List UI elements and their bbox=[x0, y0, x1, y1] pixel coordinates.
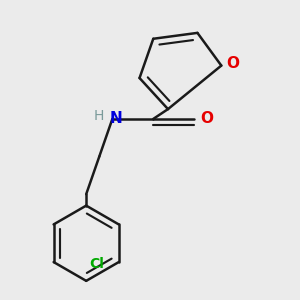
Text: Cl: Cl bbox=[89, 257, 104, 271]
Text: N: N bbox=[110, 111, 123, 126]
Text: O: O bbox=[200, 111, 213, 126]
Text: H: H bbox=[93, 109, 104, 123]
Text: O: O bbox=[226, 56, 239, 71]
